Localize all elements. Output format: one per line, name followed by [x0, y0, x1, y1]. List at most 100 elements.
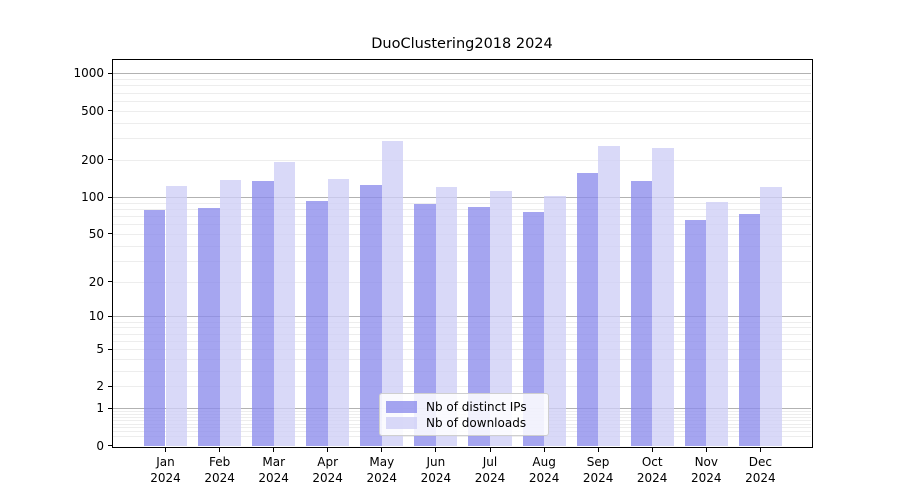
x-tick-label: Sep 2024	[582, 455, 614, 485]
bar-downloads	[490, 191, 512, 446]
y-tick-label: 1000	[73, 66, 104, 81]
x-tick-label: Nov 2024	[691, 455, 722, 485]
minor-gridline	[113, 327, 811, 329]
legend: Nb of distinct IPs Nb of downloads	[379, 393, 549, 436]
minor-gridline	[113, 79, 811, 81]
minor-gridline	[113, 349, 811, 350]
minor-gridline	[113, 138, 811, 140]
major-gridline	[113, 197, 811, 198]
minor-gridline	[113, 435, 811, 437]
bar-downloads	[598, 145, 620, 446]
x-tick-mark	[705, 447, 707, 452]
y-tick-label: 20	[88, 274, 104, 289]
y-tick-mark	[107, 407, 113, 409]
bar-downloads	[381, 140, 404, 446]
minor-gridline	[113, 321, 811, 323]
minor-gridline	[113, 370, 811, 372]
bar-distinct-ips	[522, 212, 545, 446]
y-tick-mark	[107, 233, 113, 235]
bar-downloads	[165, 186, 188, 446]
x-tick-mark	[489, 447, 491, 452]
x-axis: Jan 2024 Feb 2024 Mar 2024 Apr 2024 May 2024…	[113, 452, 811, 492]
minor-gridline	[113, 358, 811, 360]
bar-distinct-ips	[738, 213, 761, 446]
y-tick-label: 1	[96, 401, 104, 416]
chart-title: DuoClustering2018 2024	[371, 36, 553, 52]
legend-item-downloads: Nb of downloads	[386, 415, 540, 430]
legend-swatch-downloads-icon	[386, 416, 417, 429]
x-tick-mark	[597, 447, 599, 452]
minor-gridline	[113, 260, 811, 262]
plot-area	[113, 60, 811, 446]
x-tick-label: Aug 2024	[528, 455, 560, 485]
y-tick-label: 10	[88, 309, 104, 324]
y-tick-mark	[107, 315, 113, 317]
x-tick-mark	[435, 447, 437, 452]
bar-downloads	[544, 196, 566, 446]
minor-gridline	[113, 159, 811, 161]
y-tick-mark	[107, 159, 113, 161]
bar-downloads	[327, 179, 350, 446]
x-tick-mark	[759, 447, 761, 452]
x-tick-label: Dec 2024	[745, 455, 776, 485]
x-tick-mark	[327, 447, 329, 452]
y-tick-mark	[107, 385, 113, 387]
legend-label-downloads: Nb of downloads	[426, 415, 527, 430]
x-tick-mark	[165, 447, 166, 452]
y-tick-label: 50	[88, 226, 104, 241]
bar-downloads	[760, 187, 782, 446]
major-gridline	[113, 73, 811, 75]
minor-gridline	[113, 208, 811, 210]
minor-gridline	[113, 340, 811, 342]
y-tick-label: 500	[81, 103, 104, 118]
x-tick-mark	[219, 447, 221, 452]
bar-distinct-ips	[360, 184, 382, 446]
minor-gridline	[113, 85, 811, 87]
minor-gridline	[113, 122, 811, 124]
bar-distinct-ips	[630, 180, 653, 446]
x-tick-label: Oct 2024	[636, 455, 668, 485]
bar-distinct-ips	[252, 181, 274, 446]
minor-gridline	[113, 245, 811, 247]
bar-distinct-ips	[198, 208, 220, 446]
bar-distinct-ips	[576, 173, 599, 446]
bar-downloads	[219, 179, 242, 446]
bar-downloads	[273, 162, 296, 446]
y-tick-mark	[107, 72, 113, 74]
x-tick-label: Jul 2024	[474, 455, 506, 485]
y-tick-mark	[107, 348, 113, 350]
bar-downloads	[652, 147, 674, 446]
minor-gridline	[113, 224, 811, 226]
minor-gridline	[113, 202, 811, 204]
x-tick-mark	[543, 447, 545, 452]
y-tick-label: 200	[81, 152, 104, 167]
y-tick-mark	[107, 110, 113, 112]
bar-distinct-ips	[468, 206, 490, 446]
minor-gridline	[113, 100, 811, 102]
y-axis: 0 1 2 5 10 20 50 100 200 500 1000	[0, 0, 104, 500]
y-tick-label: 2	[96, 379, 104, 394]
y-tick-label: 0	[96, 438, 104, 453]
minor-gridline	[113, 110, 811, 112]
x-tick-mark	[651, 447, 653, 452]
bar-downloads	[706, 202, 728, 446]
minor-gridline	[113, 386, 811, 388]
x-tick-label: May 2024	[366, 455, 398, 485]
bar-distinct-ips	[414, 203, 436, 446]
bar-distinct-ips	[143, 210, 166, 446]
minor-gridline	[113, 92, 811, 94]
bar-distinct-ips	[306, 200, 328, 446]
x-tick-mark	[381, 447, 383, 452]
y-tick-mark	[107, 196, 113, 198]
y-tick-label: 5	[96, 342, 104, 356]
minor-gridline	[113, 281, 811, 283]
minor-gridline	[113, 215, 811, 217]
x-tick-label: Feb 2024	[204, 455, 235, 485]
x-tick-label: Mar 2024	[258, 455, 289, 485]
minor-gridline	[113, 233, 811, 235]
x-tick-label: Jun 2024	[420, 455, 452, 485]
major-gridline	[113, 316, 811, 318]
legend-item-distinct-ips: Nb of distinct IPs	[386, 399, 540, 414]
minor-gridline	[113, 333, 811, 335]
